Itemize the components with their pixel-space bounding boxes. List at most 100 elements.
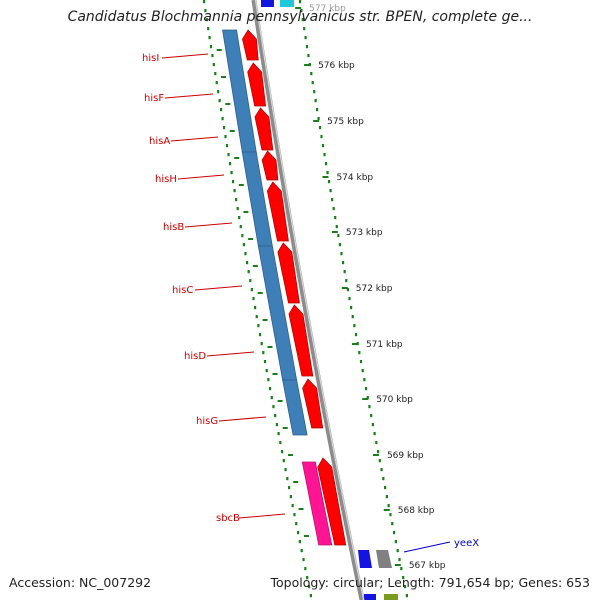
ring-dot: [295, 522, 298, 526]
ring-dot: [262, 351, 265, 355]
ring-dot: [346, 288, 349, 292]
ring-dot: [301, 18, 304, 22]
ring-dot: [305, 45, 309, 49]
gene-label-hisA[interactable]: hisA: [149, 136, 170, 147]
ring-dot: [227, 153, 230, 157]
ring-dot: [327, 180, 331, 184]
ring-dot: [329, 189, 332, 193]
gene-label-hisF[interactable]: hisF: [144, 93, 164, 104]
scale-label: 576 kbp: [318, 61, 355, 71]
gene-label-sbcB[interactable]: sbcB: [216, 513, 240, 524]
ring-dot: [238, 216, 241, 220]
ring-dot: [279, 441, 282, 445]
gene-label-hisC[interactable]: hisC: [172, 285, 193, 296]
ring-dot: [205, 18, 208, 22]
gene-leader-line: [194, 285, 243, 291]
ring-dot: [366, 396, 369, 400]
ring-dot: [250, 288, 253, 292]
gene-leader-line: [218, 416, 267, 422]
gene-label-hisH[interactable]: hisH: [155, 174, 177, 185]
scale-label: 570 kbp: [376, 395, 413, 405]
ring-dot: [376, 450, 380, 454]
ring-dot: [258, 333, 262, 337]
ring-dot: [351, 315, 354, 319]
gene-block-cyan-top: [280, 0, 294, 7]
ring-dot: [337, 234, 340, 238]
ring-dot: [334, 216, 337, 220]
ring-dot: [343, 270, 346, 274]
ring-dot: [254, 306, 257, 310]
ring-dot: [310, 72, 313, 76]
scale-label: 573 kbp: [346, 228, 383, 238]
ring-dot: [235, 198, 238, 202]
ring-dot: [405, 594, 408, 598]
ring-dot: [392, 531, 396, 535]
gene-arrow: [247, 62, 267, 107]
scale-label: 568 kbp: [398, 506, 435, 516]
ring-dot: [239, 225, 242, 229]
ring-dot: [218, 99, 221, 103]
ring-dot: [341, 261, 345, 265]
ring-dot: [364, 387, 368, 391]
gene-block-gray-bottom: [376, 550, 392, 568]
ring-dot: [208, 36, 211, 40]
scale-label: 572 kbp: [356, 284, 393, 294]
gene-label-hisB[interactable]: hisB: [163, 222, 184, 233]
gene-label-yeeX[interactable]: yeeX: [454, 538, 479, 549]
ring-dot: [371, 423, 374, 427]
gene-label-hisG[interactable]: hisG: [196, 416, 218, 427]
ring-dot: [324, 162, 328, 166]
ring-dot: [247, 270, 250, 274]
gene-arrow: [317, 457, 347, 546]
ring-dot: [348, 297, 351, 301]
ring-dot: [260, 342, 263, 346]
gene-leader-line: [161, 53, 209, 59]
ring-dot: [314, 99, 317, 103]
ring-dot: [350, 306, 353, 310]
ring-dot: [303, 27, 306, 31]
ring-dot: [304, 36, 307, 40]
ring-dot: [272, 405, 275, 409]
ring-dot: [265, 369, 268, 373]
ring-dot: [217, 90, 220, 94]
ring-dot: [321, 144, 325, 148]
ring-dot: [378, 459, 381, 463]
ring-dot: [289, 495, 292, 499]
ring-dot: [274, 414, 277, 418]
gene-leader-line: [164, 93, 214, 99]
ring-dot: [255, 315, 258, 319]
gene-arrow: [302, 378, 324, 429]
ring-dot: [236, 207, 239, 211]
ring-dot: [361, 369, 364, 373]
ring-dot: [284, 468, 287, 472]
gene-block-blue-bottom: [358, 550, 372, 568]
gene-leader-line: [238, 513, 286, 519]
gene-label-hisI[interactable]: hisI: [142, 53, 159, 64]
ring-dot: [298, 0, 302, 4]
scale-label: 575 kbp: [327, 117, 364, 127]
gene-track-segment: [282, 379, 308, 436]
ring-dot: [340, 252, 343, 256]
scale-label: 569 kbp: [387, 451, 424, 461]
ring-dot: [228, 162, 232, 166]
gene-leader-line: [403, 541, 451, 553]
ring-dot: [249, 279, 252, 283]
ring-dot: [268, 387, 272, 391]
gene-label-hisD[interactable]: hisD: [184, 351, 206, 362]
ring-dot: [212, 63, 215, 67]
ring-dot: [219, 108, 223, 112]
ring-dot: [233, 189, 236, 193]
ring-dot: [280, 450, 284, 454]
gene-arrow: [242, 29, 259, 61]
genome-backbone-highlight: [254, 0, 365, 600]
ring-dot: [382, 477, 385, 481]
ring-dot: [402, 576, 405, 580]
ring-dot: [245, 261, 249, 265]
ring-dot: [326, 171, 329, 175]
scale-label: 577 kbp: [309, 4, 346, 14]
gene-arrow: [254, 107, 274, 151]
ring-dot: [221, 117, 224, 121]
ring-dot: [396, 549, 399, 553]
ring-dot: [338, 243, 342, 247]
ring-dot: [214, 72, 217, 76]
